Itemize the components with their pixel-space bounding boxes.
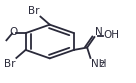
- Text: O: O: [10, 27, 18, 37]
- Text: NH: NH: [91, 59, 106, 69]
- Text: N: N: [95, 27, 103, 37]
- Text: Br: Br: [4, 59, 16, 69]
- Text: 2: 2: [99, 60, 104, 69]
- Text: OH: OH: [103, 30, 119, 41]
- Text: Br: Br: [28, 6, 40, 16]
